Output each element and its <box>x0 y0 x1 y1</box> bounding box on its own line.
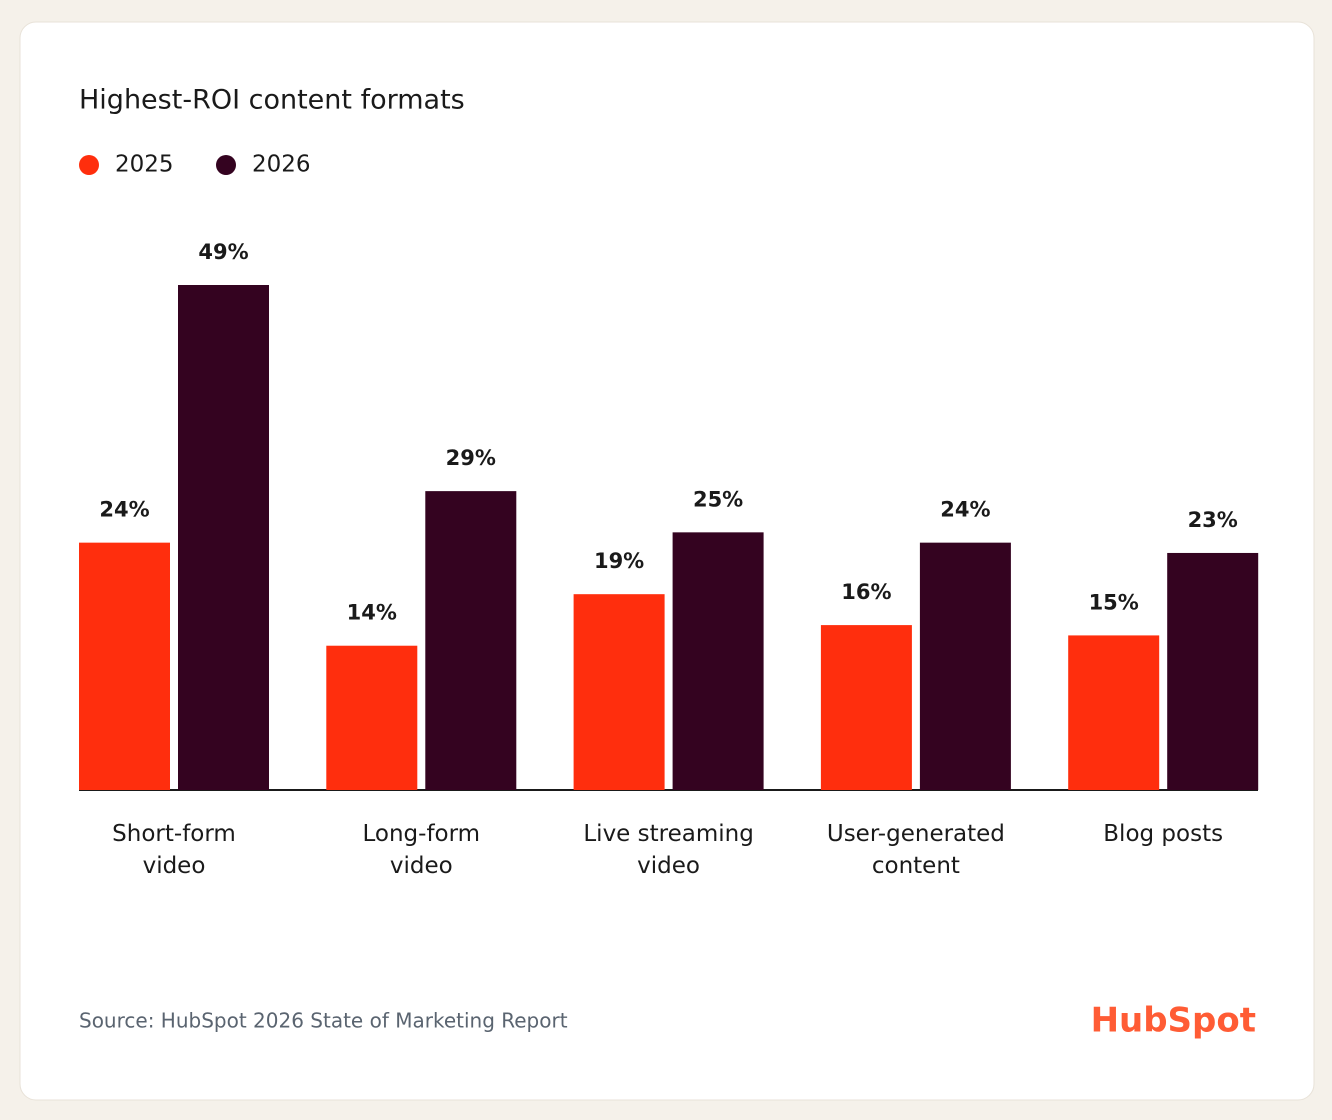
value-label: 49% <box>198 240 248 264</box>
legend-label: 2025 <box>115 152 174 178</box>
category-label-box: Long-form video <box>362 821 481 879</box>
value-label: 15% <box>1089 590 1139 614</box>
value-label: 24% <box>940 498 990 522</box>
bar <box>919 542 1011 790</box>
category-label-box: Live streaming video <box>583 821 754 879</box>
legend-label: 2026 <box>252 152 311 178</box>
value-label: 19% <box>594 549 644 573</box>
bar <box>178 285 269 790</box>
brand-logo: HubSpot <box>1091 1001 1256 1041</box>
x-tick-label: User-generated content <box>826 821 1005 879</box>
bar <box>79 542 170 790</box>
bar <box>1068 635 1160 790</box>
value-label: 24% <box>99 498 149 522</box>
x-tick-label: Long-form video <box>362 821 481 879</box>
category-label-box: Short-form video <box>112 821 236 879</box>
x-tick-label: Short-form video <box>112 821 236 879</box>
value-label: 23% <box>1188 508 1238 532</box>
x-tick-label: Blog posts <box>1103 821 1224 847</box>
source: Source: HubSpot 2026 State of Marketing … <box>79 1009 568 1033</box>
chart-title: Highest-ROI content formats <box>79 85 465 116</box>
bar <box>573 594 665 790</box>
value-label: 29% <box>446 446 496 470</box>
category-label-box: Blog posts <box>1103 821 1224 847</box>
bar <box>820 625 912 790</box>
legend-swatch <box>216 155 236 175</box>
category-label-box: User-generated content <box>826 821 1005 879</box>
x-tick-label: Live streaming video <box>583 821 754 879</box>
legend-swatch <box>79 155 99 175</box>
value-label: 25% <box>693 487 743 511</box>
bar <box>672 532 764 790</box>
bar <box>1167 552 1259 790</box>
bar <box>425 491 517 790</box>
card <box>19 21 1315 1101</box>
value-label: 16% <box>841 580 891 604</box>
bar <box>326 645 418 790</box>
value-label: 14% <box>347 601 397 625</box>
